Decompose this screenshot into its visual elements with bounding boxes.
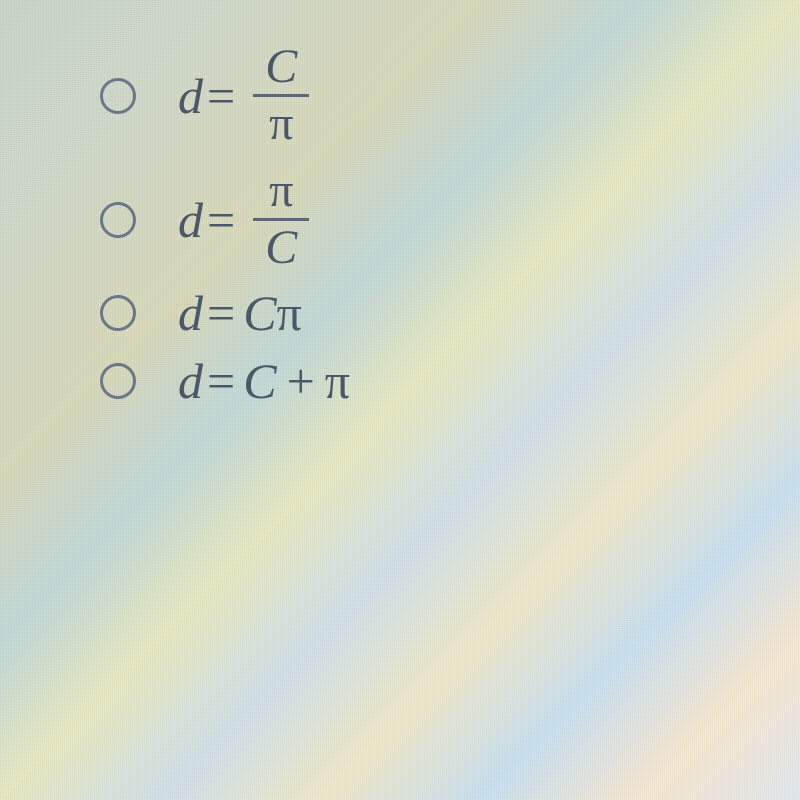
equation-2: d = π C	[178, 164, 309, 276]
lhs-var: d	[178, 356, 203, 406]
equation-4: d = C + π	[178, 356, 350, 406]
radio-button-3[interactable]	[100, 295, 136, 331]
numerator-2: π	[261, 164, 301, 218]
equals-sign: =	[207, 71, 235, 121]
equation-3: d = Cπ	[178, 288, 302, 338]
radio-button-2[interactable]	[100, 202, 136, 238]
lhs-var: d	[178, 288, 203, 338]
option-1[interactable]: d = C π	[100, 40, 800, 152]
lhs-var: d	[178, 71, 203, 121]
equals-sign: =	[207, 356, 235, 406]
radio-button-1[interactable]	[100, 78, 136, 114]
denominator-1: π	[261, 97, 301, 151]
equation-1: d = C π	[178, 40, 309, 152]
lhs-var: d	[178, 195, 203, 245]
rhs-a-3: C	[243, 288, 276, 338]
denominator-2: C	[257, 221, 305, 275]
fraction-2: π C	[253, 164, 309, 276]
radio-button-4[interactable]	[100, 363, 136, 399]
numerator-1: C	[257, 40, 305, 94]
fraction-1: C π	[253, 40, 309, 152]
option-3[interactable]: d = Cπ	[100, 288, 800, 338]
rhs-a-4: C	[243, 356, 276, 406]
option-2[interactable]: d = π C	[100, 164, 800, 276]
equals-sign: =	[207, 195, 235, 245]
equals-sign: =	[207, 288, 235, 338]
operator-4: +	[287, 356, 315, 406]
option-4[interactable]: d = C + π	[100, 356, 800, 406]
rhs-b-4: π	[325, 356, 350, 406]
multiple-choice-options: d = C π d = π C d = Cπ	[0, 0, 800, 406]
rhs-b-3: π	[277, 288, 302, 338]
